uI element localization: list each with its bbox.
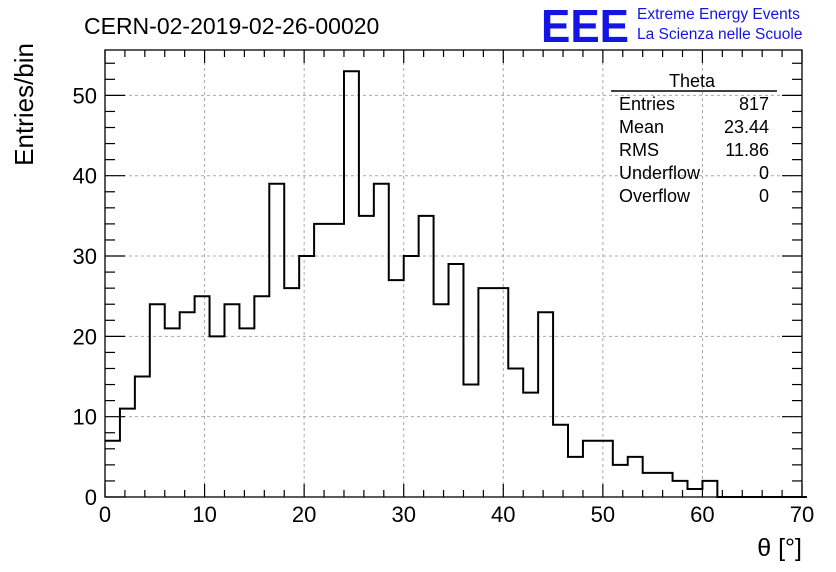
x-tick-label: 40 [491,502,515,527]
histogram-bin [687,489,702,497]
y-tick-label: 30 [73,244,97,269]
histogram-bin [359,216,374,497]
stats-rows: Entries 817 Mean 23.44 RMS 11.86 Underflow 0 Ove… [619,94,769,206]
stats-box-title: Theta [669,71,716,91]
x-tick-label: 30 [391,502,415,527]
histogram-bin [135,377,150,497]
histogram-bin [120,409,135,497]
x-tick-label: 10 [192,502,216,527]
eee-logo-text: EEE [541,0,629,52]
histogram-bin [463,385,478,497]
histogram-bin [493,288,508,497]
histogram-bin [658,473,673,497]
eee-logo-line2: La Scienza nelle Scuole [637,26,802,43]
histogram-bin [254,296,269,497]
y-tick-label: 0 [85,485,97,510]
histogram-bin [195,296,210,497]
stats-row-label: Entries [619,94,675,114]
histogram-bin [329,224,344,497]
plot-frame [104,49,803,498]
y-tick-label: 10 [73,405,97,430]
y-tick-label: 40 [73,164,97,189]
histogram-bin [299,256,314,497]
histogram-bin [628,457,643,497]
histogram-bin [374,184,389,497]
histogram-bin [150,304,165,497]
histogram-bin [434,304,449,497]
eee-logo-line1: Extreme Energy Events [637,6,800,23]
stats-box: Theta Entries 817 Mean 23.44 RMS 11.86 Underfl… [611,71,777,206]
histogram-bin [210,336,225,497]
y-axis-label: Entries/bin [9,43,39,166]
stats-row-value: 11.86 [725,140,769,160]
histogram-bin [643,473,658,497]
grid [105,50,802,497]
y-tick-label: 50 [73,83,97,108]
histogram-bin [269,184,284,497]
histogram-bin [165,328,180,497]
histogram-bin [553,425,568,497]
histogram-bin [314,224,329,497]
histogram-bin [673,481,688,497]
histogram-bin [239,328,254,497]
histogram-bin [389,280,404,497]
histogram-bin [478,288,493,497]
histogram-bin [568,457,583,497]
stats-row-label: RMS [619,140,659,160]
histogram-bin [613,465,628,497]
stats-row-value: 23.44 [724,117,769,137]
histogram-bin [404,256,419,497]
run-title: CERN-02-2019-02-26-00020 [84,13,379,39]
y-tick-labels: 0 10 20 30 40 50 [73,83,97,510]
stats-row-value: 0 [759,163,769,183]
y-tick-label: 20 [73,324,97,349]
histogram-bin [702,481,717,497]
histogram-bin [538,312,553,497]
x-tick-label: 60 [690,502,714,527]
stats-row-value: 0 [759,186,769,206]
histogram-bin [523,393,538,497]
stats-row-label: Underflow [619,163,701,183]
x-tick-label: 70 [790,502,814,527]
histogram-bin [180,312,195,497]
histogram-bin [449,264,464,497]
stats-row-value: 817 [739,94,769,114]
histogram-bin [224,304,239,497]
histogram-outline [105,70,807,498]
x-tick-label: 20 [292,502,316,527]
x-axis-label: θ [°] [757,534,802,562]
x-tick-labels: 0 10 20 30 40 50 60 70 [99,502,814,527]
stats-row-label: Overflow [619,186,691,206]
x-tick-label: 0 [99,502,111,527]
eee-logo: EEE Extreme Energy Events La Scienza nel… [541,0,802,52]
histogram-bin [583,441,598,497]
x-tick-label: 50 [591,502,615,527]
histogram-bin [344,71,359,497]
histogram-bin [419,216,434,497]
histogram-bin [598,441,613,497]
histogram-bin [284,288,299,497]
stats-row-label: Mean [619,117,664,137]
histogram-bin [508,368,523,497]
